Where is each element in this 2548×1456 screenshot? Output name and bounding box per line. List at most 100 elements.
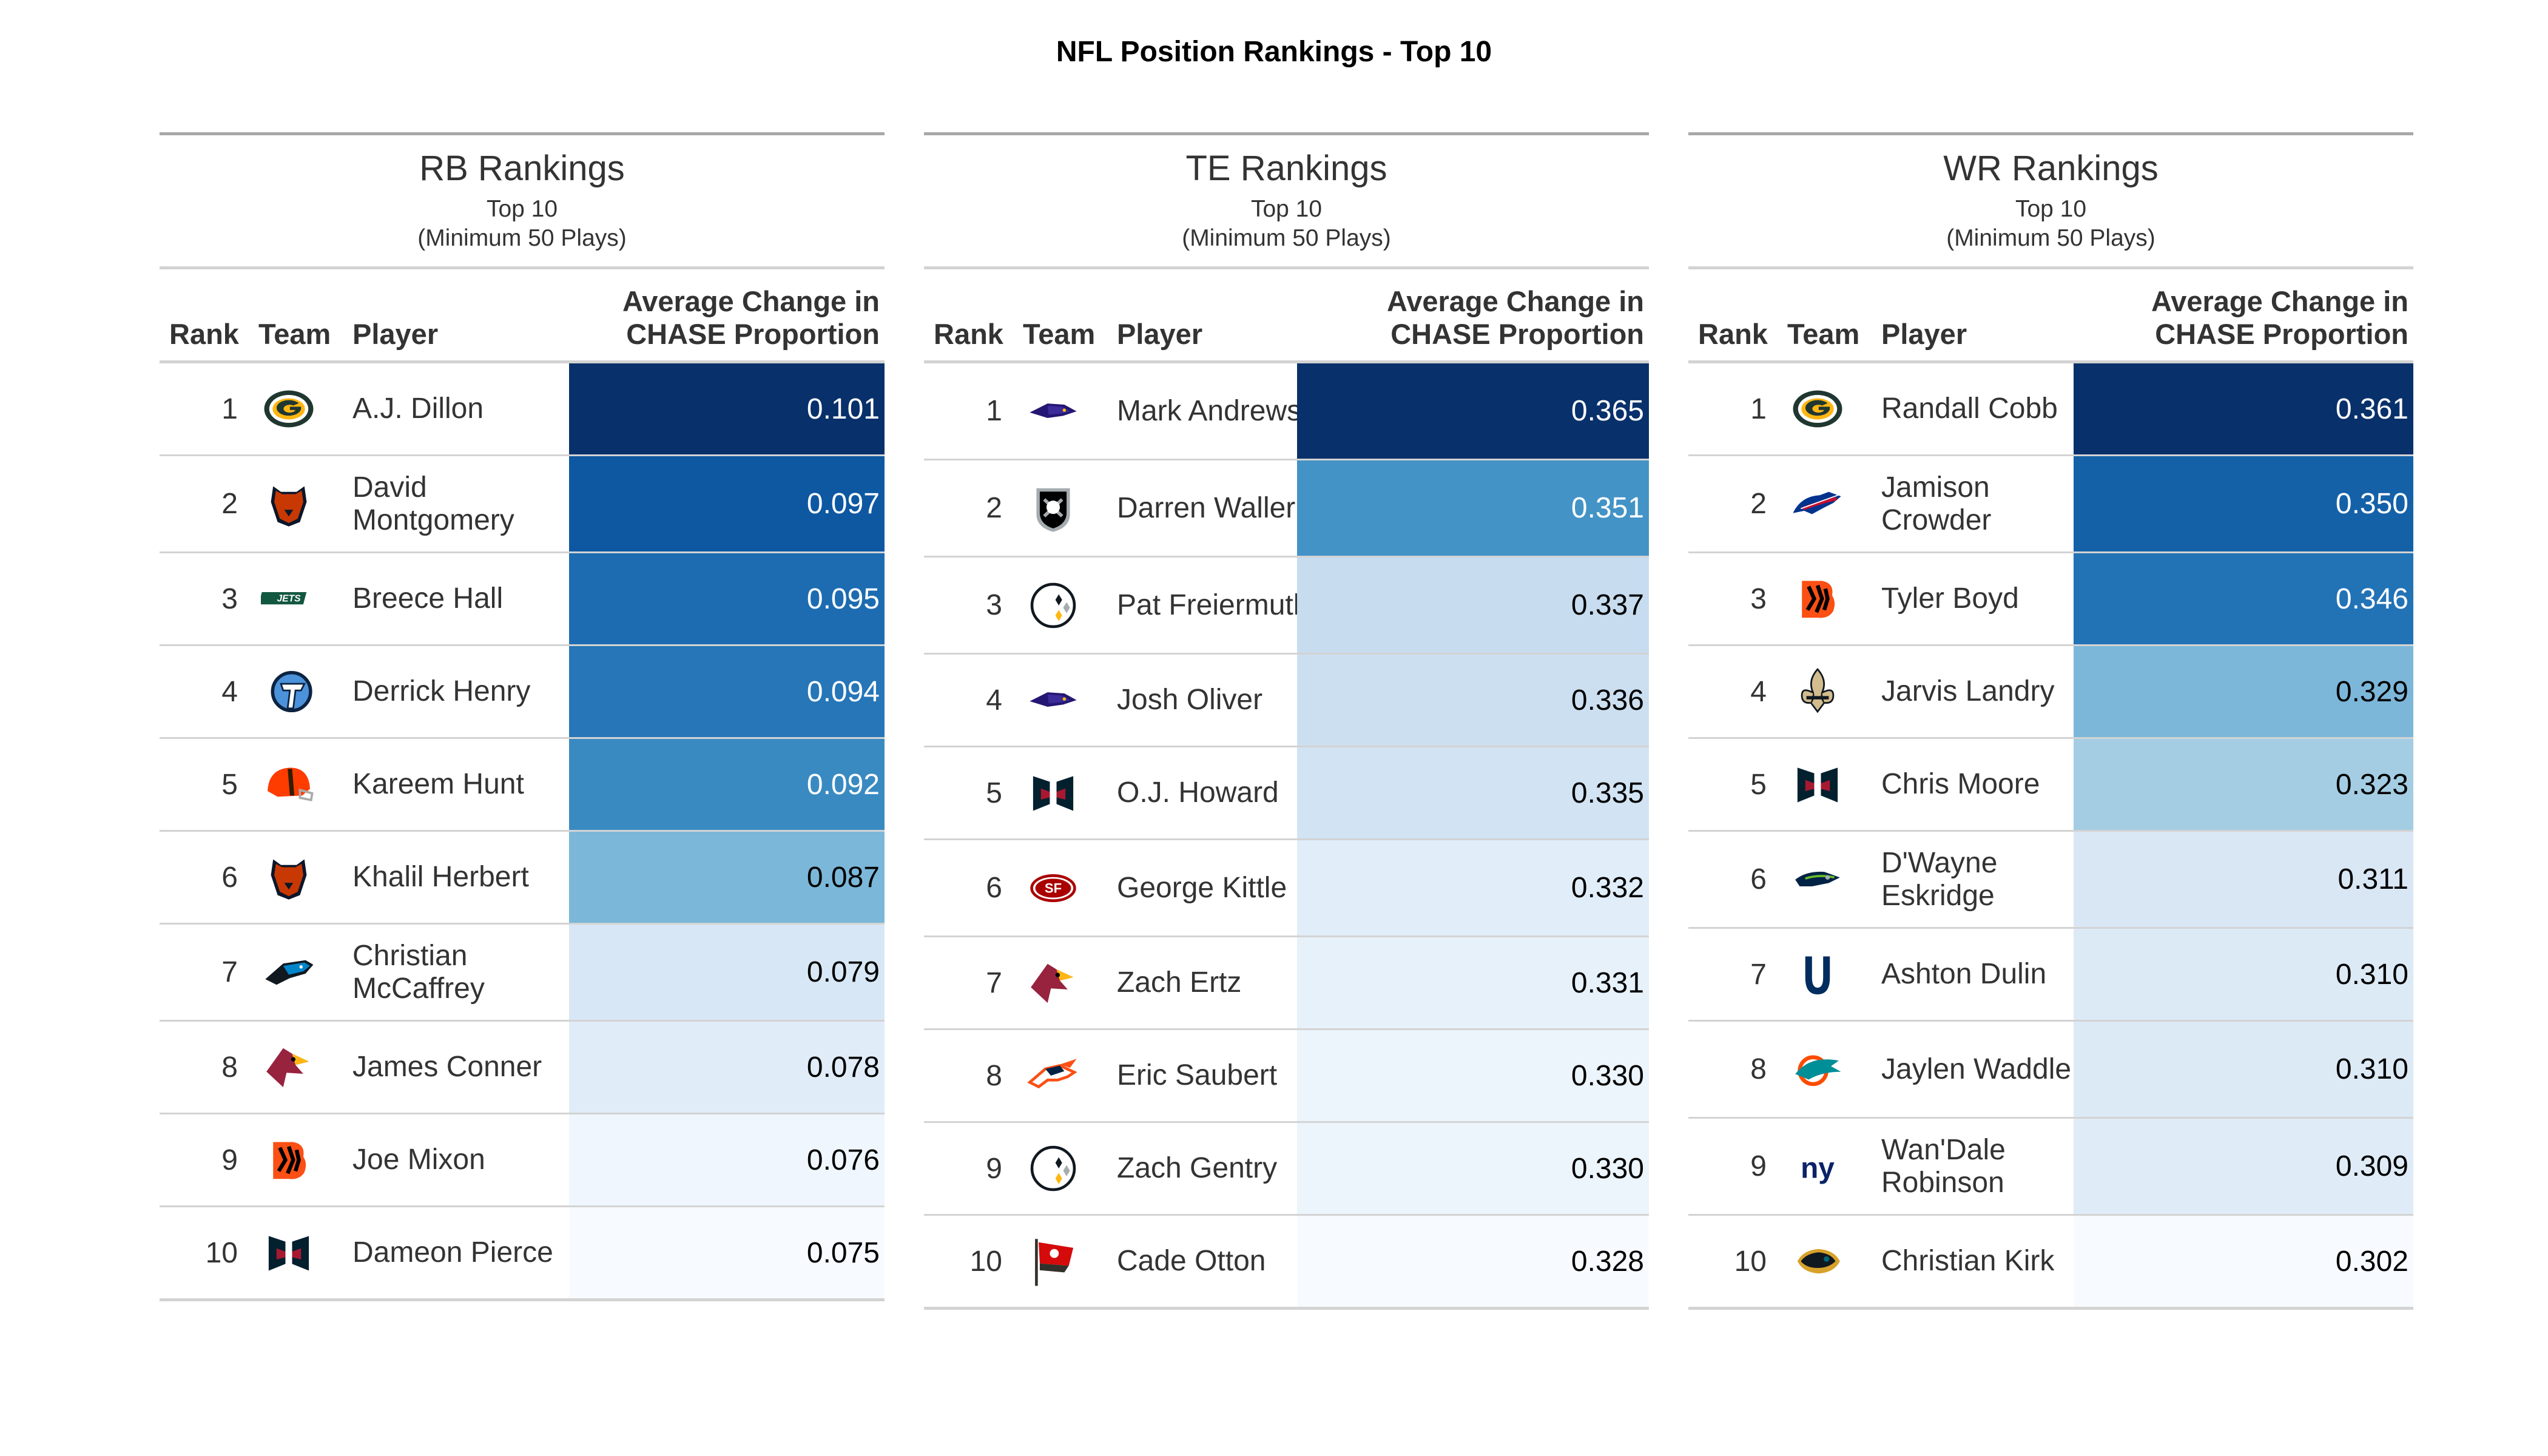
giants-ny-icon: ny <box>1787 1119 1848 1214</box>
player-name: George Kittle <box>1117 871 1287 904</box>
table-row: 3 Pat Freiermuth 0.337 <box>924 558 1649 655</box>
player-name: Joe Mixon <box>352 1144 485 1176</box>
dolphins-logo-icon <box>1787 1022 1848 1117</box>
rank-cell: 2 <box>221 488 238 520</box>
svg-text:ny: ny <box>1801 1152 1835 1184</box>
table-subtitle-line2: (Minimum 50 Plays) <box>1182 225 1391 251</box>
chase-value-cell: 0.094 <box>569 646 885 737</box>
rank-cell: 3 <box>1750 582 1767 615</box>
column-header-rank: Rank <box>169 318 239 350</box>
te-rankings-table: TE Rankings Top 10 (Minimum 50 Plays) Rank T… <box>924 132 1649 1310</box>
column-header-value-line1: Average Change in <box>2151 285 2408 317</box>
player-name: Dameon Pierce <box>352 1236 553 1269</box>
column-header-rank: Rank <box>934 318 1003 350</box>
rank-cell: 9 <box>986 1152 1002 1185</box>
raiders-shield-icon <box>1023 460 1084 556</box>
bengals-b-icon <box>258 1114 319 1205</box>
chase-value-cell: 0.323 <box>2074 739 2413 830</box>
chase-value-cell: 0.330 <box>1297 1123 1649 1214</box>
chase-value-cell: 0.310 <box>2074 1022 2413 1117</box>
rank-cell: 2 <box>986 492 1002 524</box>
player-name: Ashton Dulin <box>1881 958 2047 990</box>
column-header-player: Player <box>1117 318 1203 350</box>
table-row: 6 SF George Kittle 0.332 <box>924 840 1649 937</box>
table-row: 7 Ashton Dulin 0.310 <box>1688 929 2413 1022</box>
table-row: 6 D'Wayne Eskridge 0.311 <box>1688 832 2413 929</box>
chase-value-cell: 0.336 <box>1297 655 1649 746</box>
column-header-value: Average Change in CHASE Proportion <box>622 285 880 351</box>
table-title: RB Rankings <box>419 149 625 188</box>
player-name: Randall Cobb <box>1881 393 2058 425</box>
column-header-value-line2: CHASE Proportion <box>626 318 880 350</box>
rb-rankings-table: RB Rankings Top 10 (Minimum 50 Plays) Rank T… <box>160 132 885 1301</box>
table-header-row: Rank Team Player Average Change in CHASE Pro… <box>924 269 1649 363</box>
page-title: NFL Position Rankings - Top 10 <box>1056 36 1492 68</box>
player-name: Chris Moore <box>1881 768 2040 800</box>
table-body: 1 Randall Cobb 0.361 2 Jamison Crowder 0.350 3… <box>1688 363 2413 1310</box>
player-name: Mark Andrews <box>1117 394 1302 427</box>
player-name: James Conner <box>352 1051 542 1083</box>
table-subtitle-line1: Top 10 <box>2015 196 2087 222</box>
table-row: 5 Kareem Hunt 0.092 <box>160 739 885 832</box>
rank-cell: 10 <box>1734 1245 1767 1278</box>
rank-cell: 5 <box>1750 768 1767 801</box>
chase-value-cell: 0.078 <box>569 1022 885 1113</box>
table-row: 2 Jamison Crowder 0.350 <box>1688 456 2413 553</box>
table-row: 9 Zach Gentry 0.330 <box>924 1123 1649 1216</box>
player-name: O.J. Howard <box>1117 777 1279 809</box>
panthers-head-icon <box>258 925 319 1020</box>
bengals-b-icon <box>1787 553 1848 644</box>
chase-value-cell: 0.329 <box>2074 646 2413 737</box>
bears-head-icon <box>258 832 319 923</box>
player-name: D'Wayne Eskridge <box>1881 846 1998 912</box>
player-name: Jarvis Landry <box>1881 675 2055 707</box>
titans-t-icon <box>258 646 319 737</box>
chase-value-cell: 0.346 <box>2074 553 2413 644</box>
player-name: Jaylen Waddle <box>1881 1053 2072 1085</box>
table-row: 1 Randall Cobb 0.361 <box>1688 363 2413 456</box>
player-name: Tyler Boyd <box>1881 582 2019 615</box>
table-top-rule <box>160 132 885 135</box>
table-row: 6 Khalil Herbert 0.087 <box>160 832 885 925</box>
rank-cell: 1 <box>1750 393 1767 425</box>
rank-cell: 9 <box>1750 1150 1767 1182</box>
chase-value-cell: 0.350 <box>2074 456 2413 551</box>
ravens-head-icon <box>1023 655 1084 746</box>
chase-value-cell: 0.075 <box>569 1207 885 1298</box>
chase-value-cell: 0.337 <box>1297 558 1649 653</box>
player-name: Jamison Crowder <box>1881 471 1992 536</box>
rank-cell: 6 <box>986 872 1002 904</box>
rank-cell: 3 <box>986 589 1002 621</box>
rank-cell: 6 <box>1750 863 1767 895</box>
chase-value-cell: 0.311 <box>2074 832 2413 927</box>
bears-head-icon <box>258 456 319 551</box>
table-row: 5 Chris Moore 0.323 <box>1688 739 2413 832</box>
column-header-player: Player <box>352 318 439 350</box>
table-row: 7 Christian McCaffrey 0.079 <box>160 925 885 1022</box>
column-header-value-line1: Average Change in <box>1387 285 1644 317</box>
table-row: 1 Mark Andrews 0.365 <box>924 363 1649 460</box>
table-row: 8 Jaylen Waddle 0.310 <box>1688 1022 2413 1119</box>
rank-cell: 10 <box>969 1245 1002 1278</box>
cardinals-head-icon <box>258 1022 319 1113</box>
chase-value-cell: 0.335 <box>1297 747 1649 838</box>
table-row: 4 Derrick Henry 0.094 <box>160 646 885 739</box>
packers-g-icon <box>258 363 319 454</box>
column-header-value-line2: CHASE Proportion <box>2155 318 2408 350</box>
texans-bull-icon <box>1023 747 1084 838</box>
table-row: 3 Tyler Boyd 0.346 <box>1688 553 2413 646</box>
table-row: 5 O.J. Howard 0.335 <box>924 747 1649 840</box>
chase-value-cell: 0.101 <box>569 363 885 454</box>
jaguars-head-icon <box>1787 1216 1848 1307</box>
table-top-rule <box>1688 132 2413 135</box>
rank-cell: 8 <box>1750 1053 1767 1085</box>
table-subtitle-line2: (Minimum 50 Plays) <box>1946 225 2155 251</box>
chase-value-cell: 0.095 <box>569 553 885 644</box>
colts-horseshoe-icon <box>1787 929 1848 1020</box>
chase-value-cell: 0.092 <box>569 739 885 830</box>
svg-text:SF: SF <box>1045 880 1062 895</box>
packers-g-icon <box>1787 363 1848 454</box>
steelers-logo-icon <box>1023 1123 1084 1214</box>
player-name: Darren Waller <box>1117 491 1296 524</box>
rank-cell: 3 <box>221 582 238 615</box>
